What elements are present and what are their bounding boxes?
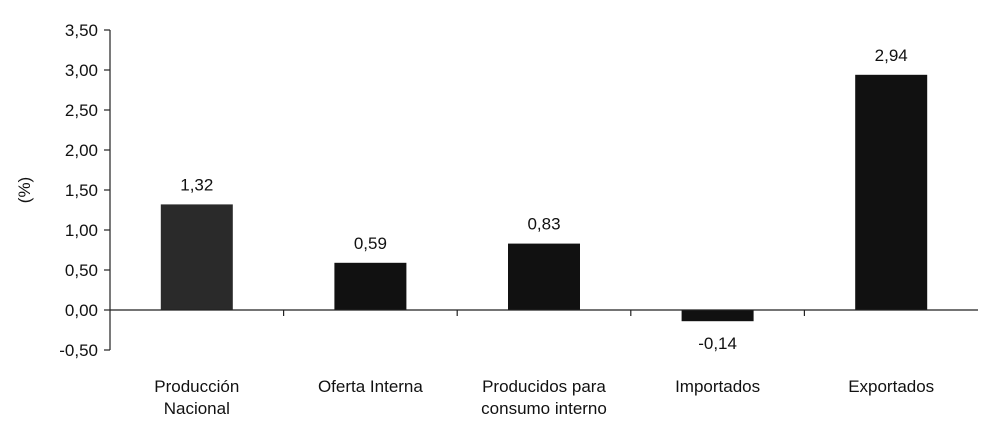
category-label-line: Exportados [848, 377, 934, 396]
bar [508, 243, 580, 310]
category-label-line: consumo interno [481, 399, 607, 418]
category-label-line: Nacional [164, 399, 230, 418]
y-tick-label: 0,00 [65, 301, 98, 320]
data-label: 1,32 [180, 175, 213, 194]
y-tick-label: 3,00 [65, 61, 98, 80]
category-label-line: Importados [675, 377, 760, 396]
y-tick-label: 1,00 [65, 221, 98, 240]
bar [160, 204, 233, 310]
category-label-line: Producidos para [482, 377, 606, 396]
data-label: 0,59 [354, 234, 387, 253]
category-label: Importados [675, 377, 760, 396]
x-axis: Producción Nacional Oferta Interna Producid… [110, 309, 978, 418]
category-label: Oferta Interna [318, 377, 423, 396]
bar [855, 74, 928, 310]
data-label: 0,83 [527, 215, 560, 234]
y-tick-label: 1,50 [65, 181, 98, 200]
data-label: 2,94 [875, 46, 908, 65]
y-tick-label: -0,50 [59, 341, 98, 360]
y-axis-title: (%) [15, 177, 34, 203]
bar [681, 310, 754, 322]
category-label-line: Producción [154, 377, 239, 396]
category-label: Producidos para consumo interno [481, 377, 607, 418]
category-label-line: Oferta Interna [318, 377, 423, 396]
y-tick-label: 2,00 [65, 141, 98, 160]
y-tick-label: 0,50 [65, 261, 98, 280]
bars: 1,32 0,59 0,83 -0,14 2,94 [160, 46, 928, 353]
data-label: -0,14 [698, 334, 737, 353]
category-label: Producción Nacional [154, 377, 239, 418]
bar [334, 262, 407, 310]
y-axis: 3,50 3,00 2,50 2,00 1,50 1,00 0,50 0,00 -0,50 [59, 21, 111, 360]
y-tick-label: 2,50 [65, 101, 98, 120]
y-tick-label: 3,50 [65, 21, 98, 40]
category-label: Exportados [848, 377, 934, 396]
